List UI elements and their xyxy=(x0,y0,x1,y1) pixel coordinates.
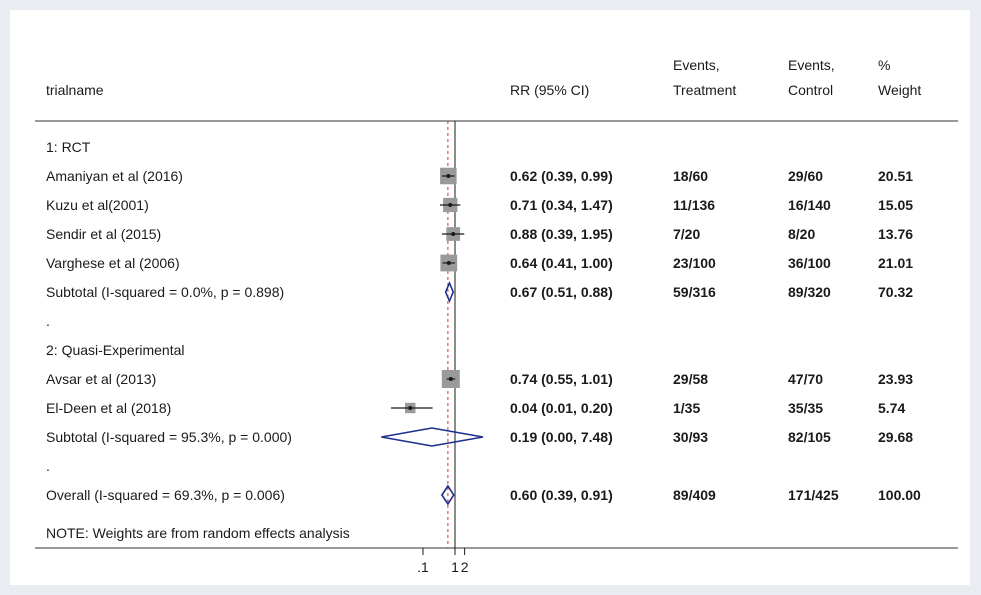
weight-percent: 20.51 xyxy=(878,168,913,184)
events-treatment: 29/58 xyxy=(673,371,708,387)
table-row: 1: RCT xyxy=(46,139,91,155)
table-rows: 1: RCT Amaniyan et al (2016) 0.62 (0.39, 0… xyxy=(46,139,921,506)
events-control: 171/425 xyxy=(788,487,839,503)
trial-label: El-Deen et al (2018) xyxy=(46,400,171,416)
weight-percent: 23.93 xyxy=(878,371,913,387)
events-control: 82/105 xyxy=(788,429,831,445)
events-treatment: 1/35 xyxy=(673,400,700,416)
pooled-diamond xyxy=(444,280,455,304)
x-tick-label: .1 xyxy=(417,559,429,575)
header-rr: RR (95% CI) xyxy=(510,82,589,98)
events-control: 89/320 xyxy=(788,284,831,300)
events-treatment: 18/60 xyxy=(673,168,708,184)
trial-label: Subtotal (I-squared = 95.3%, p = 0.000) xyxy=(46,429,292,445)
events-control: 29/60 xyxy=(788,168,823,184)
table-row: Sendir et al (2015) 0.88 (0.39, 1.95) 7/20… xyxy=(46,226,913,242)
weight-percent: 13.76 xyxy=(878,226,913,242)
events-treatment: 23/100 xyxy=(673,255,716,271)
group-label: 1: RCT xyxy=(46,139,91,155)
x-axis: .1 1 2 xyxy=(417,548,469,575)
forest-plot: trialname RR (95% CI) Events, Treatment … xyxy=(35,57,958,575)
rr-ci-value: 0.88 (0.39, 1.95) xyxy=(510,226,613,242)
point-estimate xyxy=(408,406,413,410)
pooled-diamond xyxy=(440,484,455,506)
table-header: trialname RR (95% CI) Events, Treatment … xyxy=(46,57,921,98)
weight-percent: 29.68 xyxy=(878,429,913,445)
events-treatment: 30/93 xyxy=(673,429,708,445)
table-row: Avsar et al (2013) 0.74 (0.55, 1.01) 29/58… xyxy=(46,370,913,388)
x-tick-label: 1 xyxy=(451,559,459,575)
spacer-dot: . xyxy=(46,458,50,474)
trial-label: Sendir et al (2015) xyxy=(46,226,161,242)
weight-percent: 5.74 xyxy=(878,400,905,416)
events-treatment: 11/136 xyxy=(673,197,715,213)
forest-plot-panel: trialname RR (95% CI) Events, Treatment … xyxy=(10,10,970,585)
table-row: Overall (I-squared = 69.3%, p = 0.006) 0.… xyxy=(46,484,921,506)
pooled-diamond xyxy=(381,427,484,447)
trial-label: Subtotal (I-squared = 0.0%, p = 0.898) xyxy=(46,284,284,300)
point-estimate xyxy=(446,174,451,178)
rr-ci-value: 0.64 (0.41, 1.00) xyxy=(510,255,613,271)
events-treatment: 89/409 xyxy=(673,487,716,503)
trial-label: Overall (I-squared = 69.3%, p = 0.006) xyxy=(46,487,285,503)
events-control: 8/20 xyxy=(788,226,815,242)
header-treatment-line2: Treatment xyxy=(673,82,736,98)
rr-ci-value: 0.67 (0.51, 0.88) xyxy=(510,284,613,300)
rr-ci-value: 0.71 (0.34, 1.47) xyxy=(510,197,613,213)
rr-ci-value: 0.74 (0.55, 1.01) xyxy=(510,371,613,387)
table-row: Amaniyan et al (2016) 0.62 (0.39, 0.99) 18… xyxy=(46,167,913,185)
trial-label: Avsar et al (2013) xyxy=(46,371,156,387)
rr-ci-value: 0.04 (0.01, 0.20) xyxy=(510,400,613,416)
table-row: . xyxy=(46,313,50,329)
group-label: 2: Quasi-Experimental xyxy=(46,342,185,358)
table-row: Kuzu et al(2001) 0.71 (0.34, 1.47) 11/136 1… xyxy=(46,197,913,213)
weight-percent: 15.05 xyxy=(878,197,913,213)
point-estimate xyxy=(451,232,456,236)
table-row: 2: Quasi-Experimental xyxy=(46,342,185,358)
spacer-dot: . xyxy=(46,313,50,329)
weight-percent: 21.01 xyxy=(878,255,913,271)
table-row: Subtotal (I-squared = 0.0%, p = 0.898) 0.… xyxy=(46,280,913,304)
events-control: 16/140 xyxy=(788,197,831,213)
events-control: 47/70 xyxy=(788,371,823,387)
rr-ci-value: 0.19 (0.00, 7.48) xyxy=(510,429,613,445)
header-weight-line2: Weight xyxy=(878,82,921,98)
table-row: Subtotal (I-squared = 95.3%, p = 0.000) 0… xyxy=(46,427,913,447)
point-estimate xyxy=(448,203,453,207)
events-treatment: 59/316 xyxy=(673,284,716,300)
point-estimate xyxy=(448,377,453,381)
x-tick-label: 2 xyxy=(461,559,469,575)
header-treatment-line1: Events, xyxy=(673,57,720,73)
footnote: NOTE: Weights are from random effects an… xyxy=(46,525,350,541)
trial-label: Amaniyan et al (2016) xyxy=(46,168,183,184)
trial-label: Kuzu et al(2001) xyxy=(46,197,149,213)
rr-ci-value: 0.60 (0.39, 0.91) xyxy=(510,487,613,503)
rr-ci-value: 0.62 (0.39, 0.99) xyxy=(510,168,613,184)
header-control-line2: Control xyxy=(788,82,833,98)
table-row: Varghese et al (2006) 0.64 (0.41, 1.00) 23… xyxy=(46,254,913,272)
table-row: . xyxy=(46,458,50,474)
trial-label: Varghese et al (2006) xyxy=(46,255,180,271)
header-control-line1: Events, xyxy=(788,57,835,73)
events-control: 36/100 xyxy=(788,255,831,271)
events-treatment: 7/20 xyxy=(673,226,700,242)
header-weight-line1: % xyxy=(878,57,890,73)
table-row: El-Deen et al (2018) 0.04 (0.01, 0.20) 1/3… xyxy=(46,400,905,416)
weight-percent: 100.00 xyxy=(878,487,921,503)
header-trialname: trialname xyxy=(46,82,104,98)
events-control: 35/35 xyxy=(788,400,823,416)
weight-percent: 70.32 xyxy=(878,284,913,300)
point-estimate xyxy=(446,261,451,265)
